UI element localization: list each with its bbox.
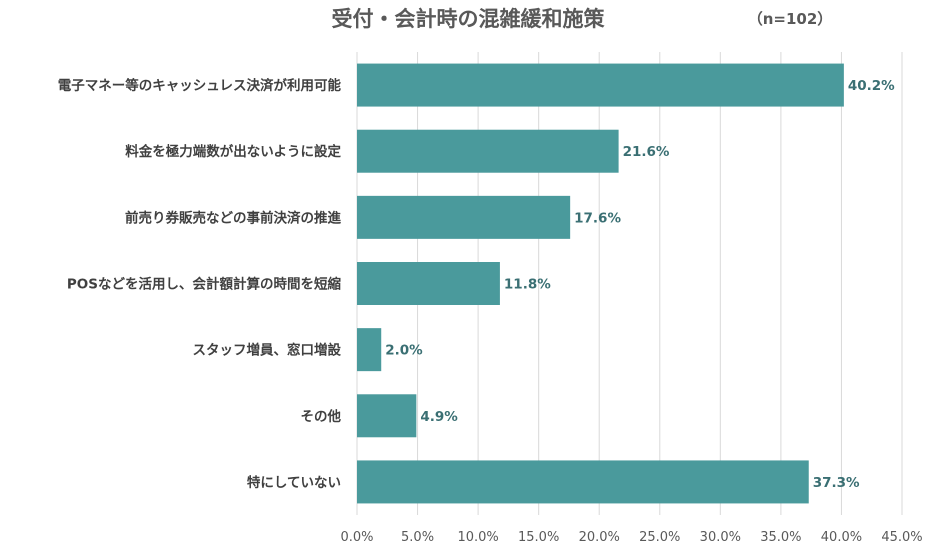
bars: [357, 63, 844, 504]
data-label: 11.8%: [504, 277, 551, 293]
data-label: 37.3%: [813, 475, 860, 491]
data-label: 17.6%: [574, 210, 621, 226]
x-tick-label: 20.0%: [579, 530, 620, 544]
x-tick-label: 25.0%: [639, 530, 680, 544]
category-label: 料金を極力端数が出ないように設定: [125, 143, 341, 160]
bar: [357, 63, 844, 107]
category-label: POSなどを活用し、会計額計算の時間を短縮: [67, 276, 342, 293]
x-tick-label: 5.0%: [401, 530, 434, 544]
bar: [357, 262, 500, 305]
x-tick-label: 10.0%: [457, 530, 498, 544]
data-label: 2.0%: [385, 343, 423, 359]
data-label: 40.2%: [848, 78, 895, 94]
gridlines: [356, 52, 903, 515]
x-tick-label: 0.0%: [340, 530, 373, 544]
category-label: 特にしていない: [247, 474, 341, 491]
bar: [357, 195, 571, 239]
category-label: その他: [301, 408, 342, 425]
data-label: 21.6%: [623, 144, 670, 160]
bar: [357, 129, 619, 173]
x-tick-label: 15.0%: [518, 530, 559, 544]
x-tick-label: 35.0%: [760, 530, 801, 544]
category-label: スタッフ増員、窓口増設: [193, 342, 342, 359]
labels: 0.0% 5.0% 10.0% 15.0% 20.0% 25.0% 30.0% 35.0% 40…: [58, 77, 923, 544]
category-label: 前売り券販売などの事前決済の推進: [125, 209, 341, 226]
x-tick-label: 40.0%: [821, 530, 862, 544]
chart-title: 受付・会計時の混雑緩和施策: [332, 7, 606, 31]
bar: [357, 394, 417, 438]
sample-size-label: （n=102）: [748, 10, 833, 28]
category-label: 電子マネー等のキャッシュレス決済が利用可能: [58, 77, 342, 94]
data-label: 4.9%: [420, 409, 458, 425]
bar: [357, 328, 382, 372]
bar: [357, 460, 809, 504]
x-tick-label: 45.0%: [881, 530, 922, 544]
x-tick-label: 30.0%: [700, 530, 741, 544]
